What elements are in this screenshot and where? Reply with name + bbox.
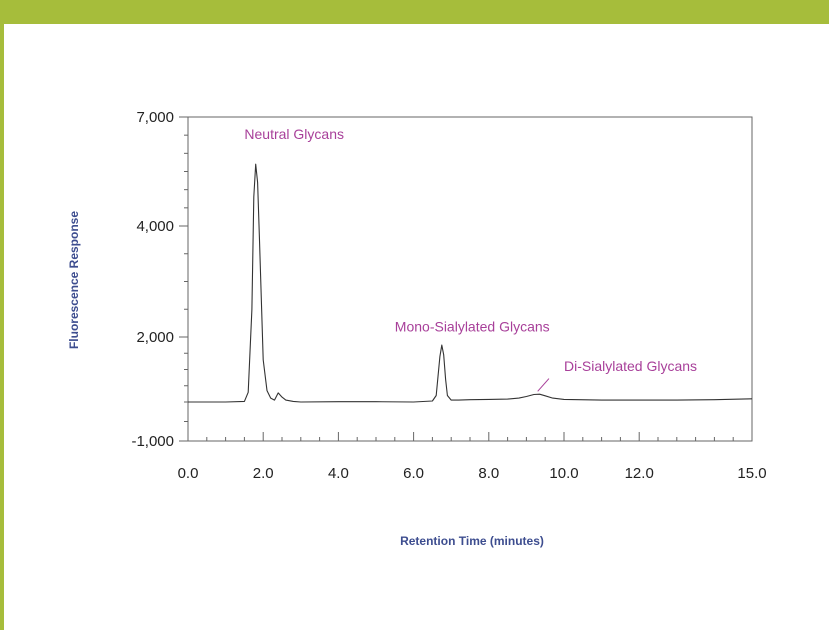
y-tick-label: -1,000	[131, 433, 174, 450]
plot-frame	[187, 116, 753, 442]
y-tick-label: 4,000	[136, 218, 174, 235]
x-tick-label: 2.0	[253, 465, 274, 482]
x-tick-label: 6.0	[403, 465, 424, 482]
peak-annotation: Mono-Sialylated Glycans	[395, 318, 550, 334]
y-axis-ticks: 7,000 4,000 2,000 -1,000	[131, 109, 188, 450]
plot-border	[187, 116, 753, 442]
x-axis-ticks: 0.0 2.0 4.0 6.0 8.0 10.0 12.0 15.0	[178, 432, 767, 482]
x-tick-label: 4.0	[328, 465, 349, 482]
peak-annotation: Neutral Glycans	[244, 126, 344, 142]
peak-annotation: Di-Sialylated Glycans	[564, 358, 697, 374]
x-axis-title: Retention Time (minutes)	[400, 534, 544, 548]
x-tick-label: 15.0	[737, 465, 766, 482]
x-tick-label: 10.0	[549, 465, 578, 482]
y-axis-title: Fluorescence Response	[67, 211, 81, 349]
chromatogram-trace	[188, 163, 753, 403]
y-tick-label: 7,000	[136, 109, 174, 126]
annotation-layer: Neutral Glycans Mono-Sialylated Glycans Di…	[244, 126, 697, 392]
x-tick-label: 0.0	[178, 465, 199, 482]
x-tick-label: 12.0	[625, 465, 654, 482]
top-banner	[0, 0, 829, 24]
left-border-rule	[0, 24, 4, 630]
annotation-leader-line	[537, 378, 550, 392]
x-tick-label: 8.0	[478, 465, 499, 482]
series-layer	[188, 163, 753, 403]
y-tick-label: 2,000	[136, 329, 174, 346]
